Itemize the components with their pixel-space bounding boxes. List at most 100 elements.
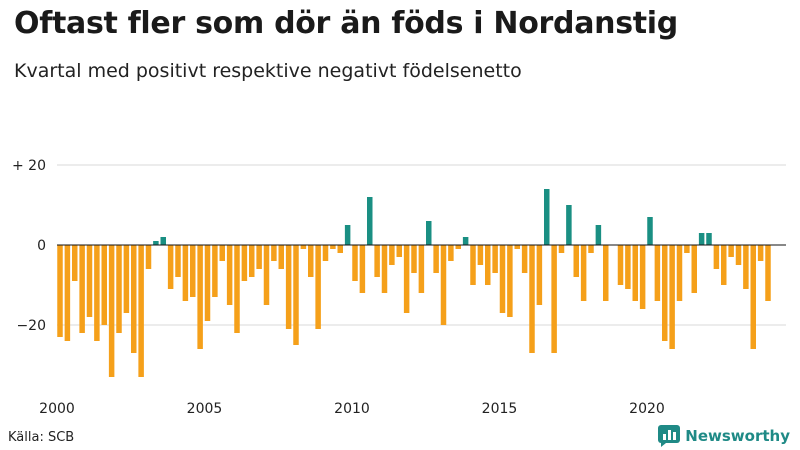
bar-2017Q1 xyxy=(558,245,565,253)
bar-2024Q1 xyxy=(765,245,771,301)
bar-2005Q1 xyxy=(204,245,211,321)
bar-2020Q1 xyxy=(647,217,653,245)
y-tick-label: −20 xyxy=(16,318,46,334)
bar-2011Q3 xyxy=(396,245,402,257)
bar-2005Q4 xyxy=(226,245,233,305)
y-tick-label: 0 xyxy=(37,238,46,254)
bar-2021Q1 xyxy=(676,245,683,301)
brand-logo: Newsworthy xyxy=(658,425,790,447)
bar-2023Q3 xyxy=(750,245,756,349)
x-tick-label: 2010 xyxy=(334,401,370,417)
bar-2013Q2 xyxy=(448,245,454,261)
bar-2013Q4 xyxy=(462,237,469,245)
bar-2008Q4 xyxy=(315,245,321,329)
source-note: Källa: SCB xyxy=(8,430,75,445)
bar-2021Q2 xyxy=(684,245,690,253)
bar-2001Q1 xyxy=(86,245,93,317)
bar-2022Q4 xyxy=(728,245,734,257)
bar-2018Q1 xyxy=(588,245,594,253)
bar-2006Q1 xyxy=(234,245,240,333)
bar-2009Q2 xyxy=(330,245,336,249)
bar-2010Q1 xyxy=(352,245,358,281)
bar-2002Q3 xyxy=(131,245,137,353)
bar-2005Q2 xyxy=(212,245,218,297)
bar-2014Q3 xyxy=(485,245,491,285)
bar-2017Q4 xyxy=(580,245,587,301)
bar-2004Q3 xyxy=(190,245,196,297)
x-tick-label: 2020 xyxy=(629,401,665,417)
bar-2000Q4 xyxy=(79,245,85,333)
bar-2015Q4 xyxy=(521,245,528,273)
bar-2009Q1 xyxy=(322,245,329,261)
bar-2014Q2 xyxy=(477,245,484,265)
bar-2011Q2 xyxy=(389,245,395,265)
bar-2004Q1 xyxy=(175,245,181,277)
bar-2002Q1 xyxy=(116,245,122,333)
bar-2002Q2 xyxy=(123,245,130,313)
bar-2023Q4 xyxy=(757,245,764,261)
bar-2008Q3 xyxy=(308,245,314,277)
bar-2011Q4 xyxy=(403,245,410,313)
x-tick-label: 2015 xyxy=(482,401,518,417)
bar-2013Q1 xyxy=(440,245,447,325)
bar-2014Q1 xyxy=(470,245,476,285)
bar-2020Q3 xyxy=(662,245,668,341)
bar-2000Q3 xyxy=(72,245,78,281)
bar-2019Q3 xyxy=(632,245,638,301)
bar-2007Q3 xyxy=(278,245,284,269)
bar-2016Q4 xyxy=(551,245,557,353)
bar-2021Q3 xyxy=(691,245,697,293)
brand-name: Newsworthy xyxy=(685,427,790,445)
bar-2002Q4 xyxy=(138,245,144,377)
bar-2020Q2 xyxy=(654,245,661,301)
bar-2012Q4 xyxy=(433,245,439,273)
bar-2019Q2 xyxy=(625,245,631,289)
bar-2010Q2 xyxy=(359,245,366,293)
bar-2004Q2 xyxy=(182,245,189,301)
bar-2021Q4 xyxy=(698,233,705,245)
bar-2006Q4 xyxy=(256,245,262,269)
bar-2008Q1 xyxy=(293,245,299,345)
chart-subtitle: Kvartal med positivt respektive negativt… xyxy=(14,60,522,82)
chart-title: Oftast fler som dör än föds i Nordanstig xyxy=(14,6,678,41)
bar-2011Q1 xyxy=(381,245,388,293)
bar-2005Q3 xyxy=(219,245,225,261)
bar-2009Q3 xyxy=(337,245,343,253)
bar-2023Q1 xyxy=(735,245,742,265)
bar-2012Q3 xyxy=(426,221,432,245)
bar-2003Q4 xyxy=(167,245,174,289)
bar-2004Q4 xyxy=(197,245,203,349)
bar-2000Q2 xyxy=(64,245,71,341)
x-tick-label: 2005 xyxy=(187,401,223,417)
bar-2000Q1 xyxy=(57,245,63,337)
bar-2001Q2 xyxy=(94,245,100,341)
bar-2006Q3 xyxy=(249,245,255,277)
bar-2016Q2 xyxy=(536,245,543,305)
bar-2016Q3 xyxy=(544,189,550,245)
axis-layer: + 20 0 −20 2000 2005 2010 2015 2020 xyxy=(12,158,786,417)
bar-2023Q2 xyxy=(743,245,749,289)
bar-2018Q2 xyxy=(595,225,602,245)
bar-2013Q3 xyxy=(455,245,461,249)
bar-2007Q4 xyxy=(285,245,292,329)
bar-2001Q3 xyxy=(101,245,107,325)
x-tick-label: 2000 xyxy=(39,401,75,417)
bar-2015Q3 xyxy=(514,245,520,249)
y-tick-label: + 20 xyxy=(12,158,46,174)
bar-2007Q1 xyxy=(263,245,270,305)
bar-2008Q2 xyxy=(300,245,307,249)
bar-2003Q2 xyxy=(153,241,159,245)
bar-2018Q3 xyxy=(603,245,609,301)
bar-2003Q1 xyxy=(145,245,152,269)
bar-2012Q2 xyxy=(418,245,425,293)
bar-2006Q2 xyxy=(241,245,248,281)
bar-2007Q2 xyxy=(271,245,277,261)
bar-2009Q4 xyxy=(344,225,351,245)
bar-2016Q1 xyxy=(529,245,535,353)
newsworthy-logo-icon xyxy=(658,425,681,447)
bar-2015Q1 xyxy=(499,245,506,313)
bars-layer xyxy=(57,189,771,377)
bar-2003Q3 xyxy=(160,237,166,245)
bar-2012Q1 xyxy=(411,245,417,273)
